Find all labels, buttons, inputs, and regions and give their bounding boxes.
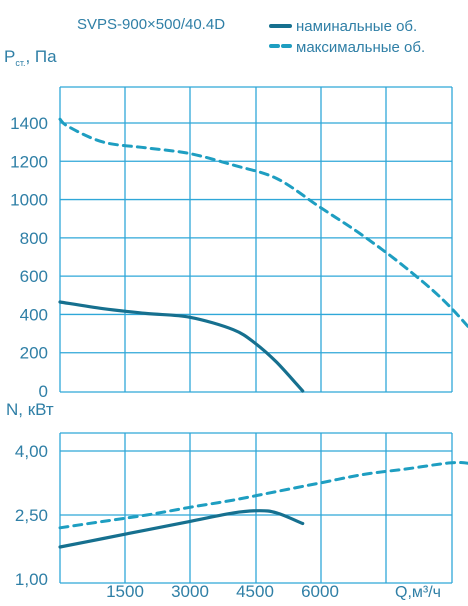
pressure-panel: 0 200 400 600 800 1000 1200 1400: [10, 86, 468, 401]
x-tick-label: 3000: [171, 582, 209, 601]
power-axis-label: N, кВт: [6, 400, 54, 419]
pressure-tick-label: 0: [39, 382, 48, 401]
pressure-tick-label: 1200: [10, 152, 48, 171]
pressure-grid: [59, 86, 453, 393]
power-tick-label: 2,50: [15, 506, 48, 525]
pressure-maximum-line: [58, 117, 468, 329]
power-grid: [59, 432, 453, 584]
pressure-tick-label: 1000: [10, 191, 48, 210]
pressure-tick-label: 800: [20, 229, 48, 248]
pressure-tick-label: 400: [20, 305, 48, 324]
power-panel: 1,00 2,50 4,00 1500 3000 4500 6000: [15, 432, 468, 601]
power-maximum-line: [58, 461, 468, 530]
x-axis-label: Q,м³/ч: [395, 584, 441, 601]
pressure-y-ticks: 0 200 400 600 800 1000 1200 1400: [10, 114, 48, 401]
x-tick-label: 4500: [236, 582, 274, 601]
pressure-axis-label: Pст., Па: [4, 47, 57, 68]
x-tick-label: 1500: [106, 582, 144, 601]
pressure-nominal-line: [58, 300, 305, 393]
power-y-ticks: 1,00 2,50 4,00: [15, 442, 48, 589]
x-tick-label: 6000: [301, 582, 339, 601]
power-nominal-line: [58, 509, 305, 549]
pressure-tick-label: 1400: [10, 114, 48, 133]
pressure-axis-label-sub: ст.: [15, 58, 25, 68]
legend-maximum-label: максимальные об.: [296, 39, 425, 56]
power-series: [58, 461, 468, 549]
chart-title: SVPS-900×500/40.4D: [77, 16, 225, 33]
power-tick-label: 4,00: [15, 442, 48, 461]
x-ticks: 1500 3000 4500 6000: [106, 582, 339, 601]
pressure-tick-label: 600: [20, 267, 48, 286]
pressure-series: [58, 117, 468, 393]
pressure-tick-label: 200: [20, 344, 48, 363]
pressure-axis-label-symbol: P: [4, 47, 15, 66]
power-tick-label: 1,00: [15, 570, 48, 589]
legend-nominal-label: наминальные об.: [296, 18, 417, 35]
pressure-axis-label-unit: , Па: [25, 47, 57, 66]
